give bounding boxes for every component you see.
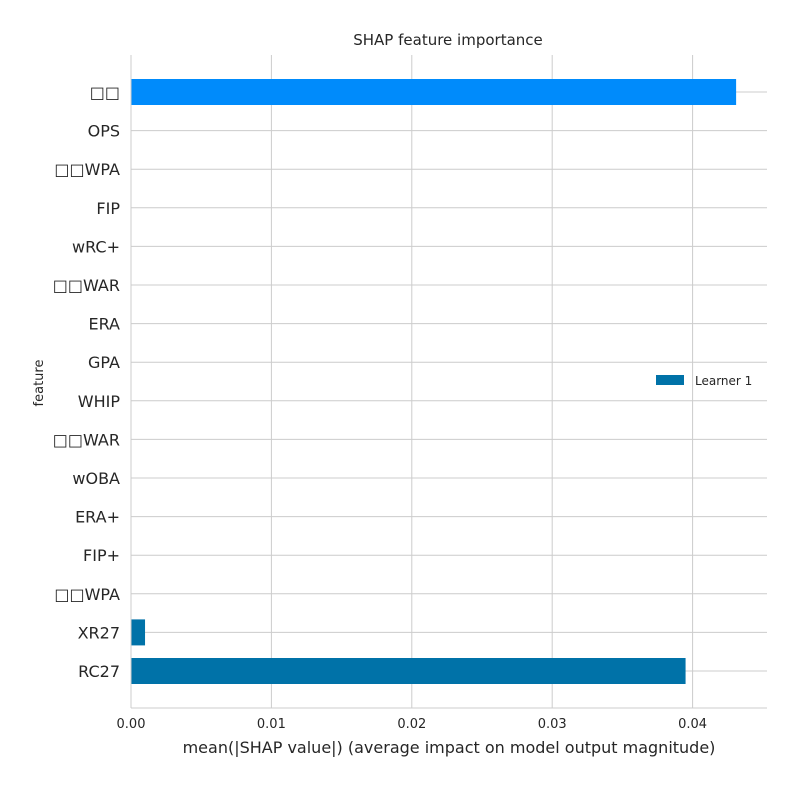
legend-label-learner-1: Learner 1 (695, 374, 752, 388)
bar-layer (131, 79, 737, 684)
y-tick-label: □□ (90, 83, 120, 102)
y-tick-label: □□WPA (54, 585, 120, 604)
x-tick-label: 0.03 (538, 717, 567, 732)
y-tick-label: WHIP (78, 392, 121, 411)
grid-layer (131, 55, 767, 708)
chart-title: SHAP feature importance (353, 31, 543, 49)
y-tick-label: □□WAR (53, 276, 120, 295)
y-tick-label: XR27 (78, 623, 120, 642)
x-tick-label: 0.00 (117, 717, 146, 732)
x-tick-label: 0.01 (257, 717, 286, 732)
y-tick-label: ERA (88, 315, 120, 334)
bar (131, 619, 146, 646)
y-tick-label: □□WAR (53, 430, 120, 449)
y-tick-label: ERA+ (75, 508, 120, 527)
legend-swatch-learner-1 (656, 375, 684, 385)
legend: Learner 1 (656, 374, 752, 388)
axis-layer: 0.00 0.01 0.02 0.03 0.04 □□ OPS □□WPA FIP wRC+ □□W… (53, 55, 767, 732)
y-tick-label: wOBA (72, 469, 120, 488)
x-axis-label: mean(|SHAP value|) (average impact on mo… (183, 738, 716, 757)
y-axis-label: feature (32, 360, 47, 407)
bar (131, 658, 686, 684)
bar (131, 79, 737, 105)
y-tick-label: OPS (88, 122, 120, 141)
y-tick-label: □□WPA (54, 160, 120, 179)
x-tick-label: 0.02 (397, 717, 426, 732)
y-tick-label: FIP (96, 199, 120, 218)
y-tick-label: wRC+ (72, 237, 120, 256)
y-tick-label: RC27 (78, 662, 120, 681)
x-tick-label: 0.04 (678, 717, 707, 732)
y-tick-label: GPA (88, 353, 120, 372)
y-tick-label: FIP+ (83, 546, 120, 565)
